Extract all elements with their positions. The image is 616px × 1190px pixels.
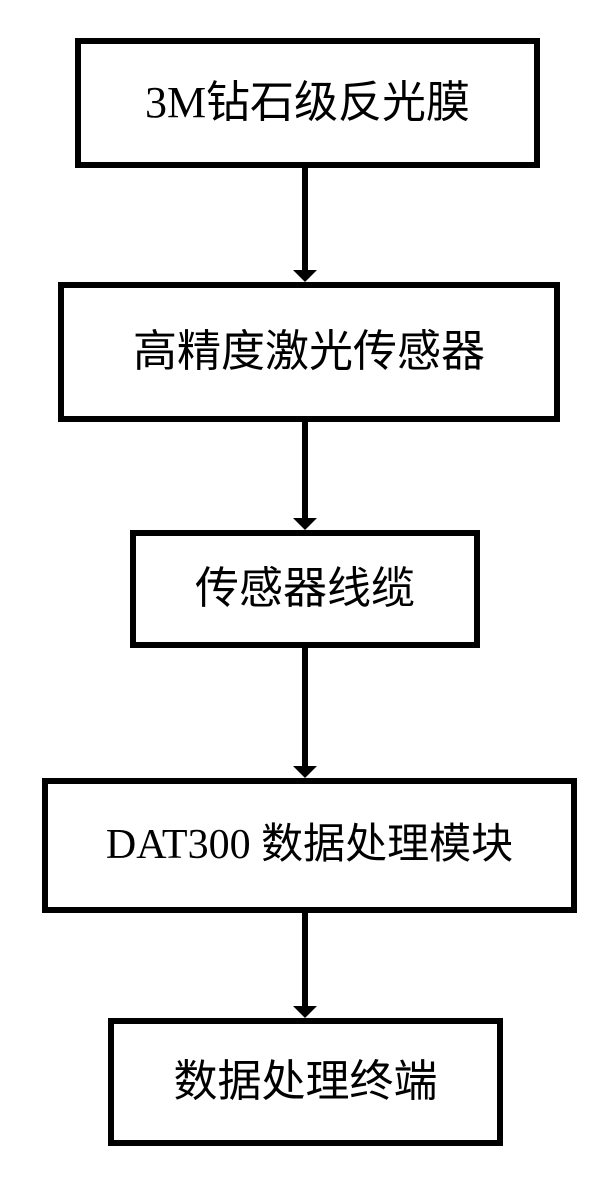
node-n4: DAT300 数据处理模块	[42, 778, 577, 913]
node-label: DAT300 数据处理模块	[106, 822, 513, 868]
node-label: 传感器线缆	[195, 565, 415, 613]
node-n1: 3M钻石级反光膜	[75, 38, 540, 168]
arrowhead-n3-n4	[293, 766, 317, 778]
edge-n4-n5	[302, 913, 308, 1006]
flowchart-canvas: 3M钻石级反光膜高精度激光传感器传感器线缆 DAT300 数据处理模块数据处理终端	[0, 0, 616, 1190]
node-n5: 数据处理终端	[108, 1018, 503, 1146]
node-label: 3M钻石级反光膜	[145, 79, 470, 127]
node-n3: 传感器线缆	[130, 530, 480, 648]
node-label: 数据处理终端	[174, 1058, 438, 1106]
node-label: 高精度激光传感器	[133, 328, 485, 376]
edge-n1-n2	[302, 168, 308, 270]
arrowhead-n4-n5	[293, 1006, 317, 1018]
edge-n3-n4	[302, 648, 308, 766]
edge-n2-n3	[302, 422, 308, 518]
node-n2: 高精度激光传感器	[58, 282, 560, 422]
arrowhead-n1-n2	[293, 270, 317, 282]
arrowhead-n2-n3	[293, 518, 317, 530]
